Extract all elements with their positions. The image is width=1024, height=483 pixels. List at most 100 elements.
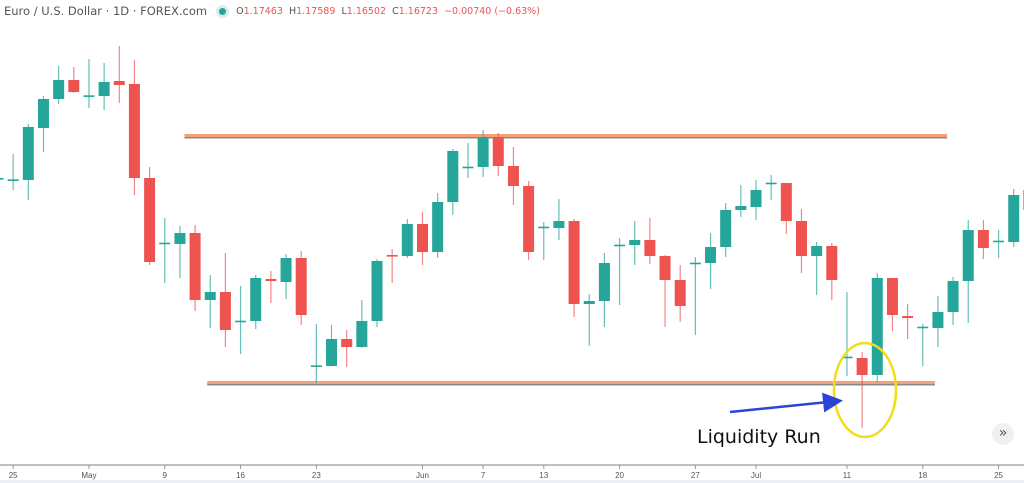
candle[interactable]	[659, 255, 671, 327]
candle[interactable]	[750, 180, 762, 220]
scroll-to-latest-button[interactable]: »	[992, 423, 1014, 445]
candle-body	[0, 178, 4, 180]
candle[interactable]	[811, 242, 823, 295]
candle[interactable]	[98, 63, 110, 110]
candle[interactable]	[477, 130, 489, 177]
candle[interactable]	[917, 324, 929, 366]
candle[interactable]	[113, 46, 125, 103]
candle[interactable]	[68, 67, 80, 93]
candle[interactable]	[492, 133, 504, 176]
candle-body	[538, 226, 550, 229]
candle[interactable]	[401, 219, 413, 258]
candle-body	[68, 80, 80, 92]
candle-body	[189, 233, 201, 300]
candle[interactable]	[280, 254, 292, 299]
candle[interactable]	[538, 222, 550, 260]
candle[interactable]	[386, 249, 398, 283]
candle-body	[583, 301, 595, 304]
candle[interactable]	[993, 230, 1005, 258]
candle[interactable]	[204, 275, 216, 328]
market-status-dot-icon	[219, 7, 227, 15]
candle[interactable]	[416, 212, 428, 265]
x-tick-label: 25	[994, 471, 1003, 480]
candle[interactable]	[326, 325, 338, 367]
candle-body	[674, 280, 686, 306]
resistance-line[interactable]	[184, 134, 948, 139]
candle[interactable]	[765, 175, 777, 200]
candle[interactable]	[583, 294, 595, 346]
candle[interactable]	[735, 185, 747, 217]
candle-body	[7, 179, 19, 181]
candle[interactable]	[37, 96, 49, 152]
candle[interactable]	[174, 226, 186, 278]
candle[interactable]	[7, 154, 19, 190]
candle[interactable]	[689, 257, 701, 335]
candle[interactable]	[644, 218, 656, 264]
candle[interactable]	[189, 225, 201, 311]
candle[interactable]	[341, 330, 353, 367]
candle-body	[780, 183, 792, 221]
open-label: O	[236, 5, 244, 17]
candle[interactable]	[265, 271, 277, 303]
candle[interactable]	[856, 352, 868, 428]
candle[interactable]	[432, 193, 444, 258]
support-line[interactable]	[207, 381, 935, 386]
candle[interactable]	[886, 278, 898, 331]
candle[interactable]	[128, 60, 140, 195]
candle[interactable]	[22, 124, 34, 200]
candle-body	[947, 281, 959, 312]
candle[interactable]	[614, 238, 626, 305]
candle[interactable]	[159, 218, 171, 283]
candle-body	[144, 178, 156, 262]
candle[interactable]	[0, 174, 4, 182]
candle-body	[295, 258, 307, 315]
candle[interactable]	[977, 220, 989, 259]
candle[interactable]	[902, 304, 914, 339]
candle[interactable]	[947, 277, 959, 325]
bottom-bar	[0, 480, 1024, 483]
candle[interactable]	[219, 253, 231, 347]
candle[interactable]	[83, 59, 95, 108]
candle[interactable]	[523, 181, 535, 260]
candle[interactable]	[720, 203, 732, 257]
candle[interactable]	[462, 143, 474, 178]
candle[interactable]	[1008, 189, 1020, 247]
candle[interactable]	[826, 243, 838, 300]
candle-body	[750, 190, 762, 207]
candle[interactable]	[780, 183, 792, 234]
candle[interactable]	[310, 324, 322, 383]
candle[interactable]	[53, 66, 65, 104]
candle[interactable]	[295, 251, 307, 325]
candle[interactable]	[795, 209, 807, 273]
candle[interactable]	[568, 219, 580, 317]
candle[interactable]	[447, 149, 459, 215]
candle[interactable]	[629, 221, 641, 265]
candle-body	[659, 256, 671, 280]
low-value: 1.16502	[346, 5, 387, 17]
candle[interactable]	[235, 286, 247, 354]
candle[interactable]	[932, 296, 944, 347]
candle[interactable]	[356, 300, 368, 348]
candle[interactable]	[371, 259, 383, 327]
candle[interactable]	[250, 275, 262, 329]
candle-body	[280, 258, 292, 282]
close-label: C	[392, 5, 399, 17]
candle[interactable]	[598, 253, 610, 327]
candle[interactable]	[962, 220, 974, 323]
candle[interactable]	[553, 199, 565, 240]
candle[interactable]	[841, 292, 853, 376]
candle[interactable]	[705, 233, 717, 289]
candle-body	[568, 221, 580, 304]
candle-body	[735, 206, 747, 210]
candle-body	[401, 224, 413, 256]
candle[interactable]	[674, 265, 686, 322]
symbol-title[interactable]: Euro / U.S. Dollar · 1D · FOREX.com	[4, 4, 208, 18]
x-tick-label: 13	[539, 471, 548, 480]
x-tick-label: 9	[163, 471, 168, 480]
candle-body	[265, 279, 277, 281]
candle[interactable]	[507, 147, 519, 205]
candle-body	[614, 244, 626, 247]
candle[interactable]	[144, 167, 156, 265]
candle[interactable]	[871, 273, 883, 382]
